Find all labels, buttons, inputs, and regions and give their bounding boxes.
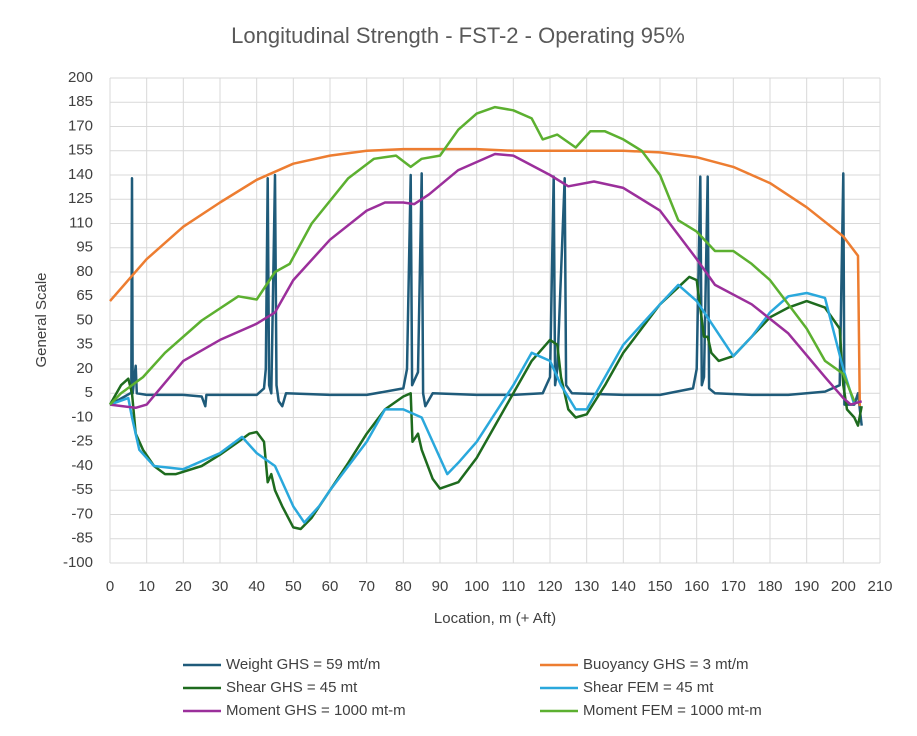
- y-axis-label: General Scale: [33, 272, 50, 367]
- y-tick-label: 125: [68, 190, 93, 207]
- x-tick-label: 70: [358, 578, 375, 595]
- x-tick-label: 180: [757, 578, 782, 595]
- y-tick-label: -100: [63, 554, 93, 571]
- x-tick-label: 50: [285, 578, 302, 595]
- series-line: [109, 105, 856, 406]
- y-tick-label: -10: [71, 408, 93, 425]
- y-tick-label: -85: [71, 530, 93, 547]
- y-tick-label: 170: [68, 117, 93, 134]
- x-tick-label: 20: [175, 578, 192, 595]
- y-tick-label: 185: [68, 93, 93, 110]
- x-tick-label: 120: [537, 578, 562, 595]
- legend-label: Moment FEM = 1000 mt-m: [583, 702, 762, 719]
- y-tick-label: 200: [68, 69, 93, 86]
- x-tick-label: 160: [684, 578, 709, 595]
- y-tick-label: -40: [71, 457, 93, 474]
- x-tick-label: 0: [106, 578, 114, 595]
- x-tick-label: 210: [867, 578, 892, 595]
- x-axis-label: Location, m (+ Aft): [434, 610, 556, 627]
- x-tick-label: 150: [647, 578, 672, 595]
- y-tick-label: 5: [85, 384, 93, 401]
- x-tick-label: 140: [611, 578, 636, 595]
- series-line: [109, 172, 863, 426]
- x-tick-label: 170: [721, 578, 746, 595]
- y-tick-label: -70: [71, 505, 93, 522]
- y-tick-label: 50: [76, 311, 93, 328]
- x-tick-label: 60: [322, 578, 339, 595]
- legend-label: Buoyancy GHS = 3 mt/m: [583, 656, 748, 673]
- series-line: [109, 152, 863, 410]
- y-tick-label: -25: [71, 433, 93, 450]
- legend-label: Shear GHS = 45 mt: [226, 679, 358, 696]
- y-tick-label: 140: [68, 166, 93, 183]
- x-tick-label: 100: [464, 578, 489, 595]
- series-line: [109, 147, 862, 407]
- legend-label: Moment GHS = 1000 mt-m: [226, 702, 406, 719]
- x-tick-label: 30: [212, 578, 229, 595]
- x-tick-label: 110: [501, 578, 525, 595]
- y-tick-label: 35: [76, 336, 93, 353]
- chart-title: Longitudinal Strength - FST-2 - Operatin…: [231, 23, 685, 48]
- x-tick-label: 90: [432, 578, 449, 595]
- y-tick-label: -55: [71, 481, 93, 498]
- legend-label: Weight GHS = 59 mt/m: [226, 656, 380, 673]
- x-tick-label: 80: [395, 578, 412, 595]
- y-tick-label: 65: [76, 287, 93, 304]
- series-line: [109, 283, 856, 524]
- y-tick-label: 95: [76, 239, 93, 256]
- y-tick-label: 80: [76, 263, 93, 280]
- legend-label: Shear FEM = 45 mt: [583, 679, 714, 696]
- x-tick-label: 10: [138, 578, 155, 595]
- y-tick-label: 110: [69, 214, 93, 231]
- x-tick-label: 40: [248, 578, 265, 595]
- x-tick-label: 190: [794, 578, 819, 595]
- x-tick-label: 130: [574, 578, 599, 595]
- x-tick-label: 200: [831, 578, 856, 595]
- y-tick-label: 155: [68, 142, 93, 159]
- y-tick-label: 20: [76, 360, 93, 377]
